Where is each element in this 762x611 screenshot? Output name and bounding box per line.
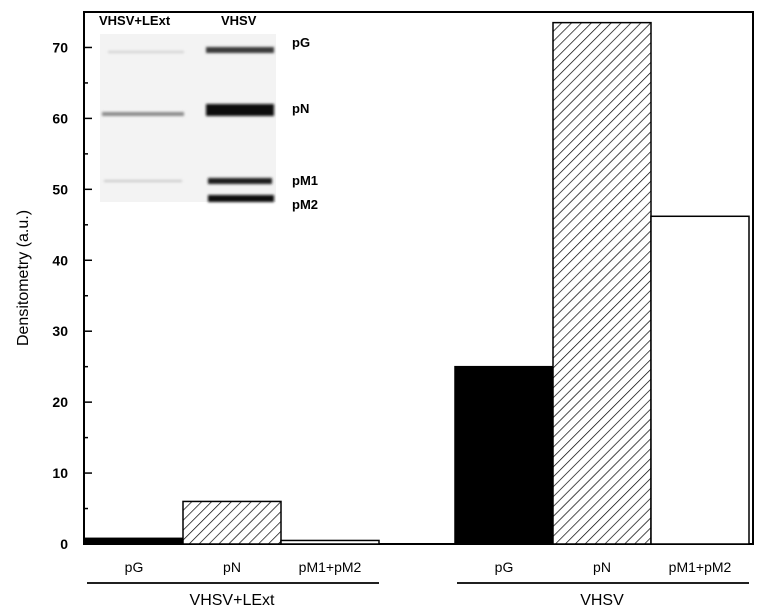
group-labels: VHSV+LExt VHSV — [87, 583, 749, 609]
category-label: pG — [125, 559, 144, 575]
category-label: pG — [495, 559, 514, 575]
blot-lane-header: VHSV — [221, 13, 257, 28]
y-tick-label: 70 — [52, 39, 68, 55]
category-label: pN — [593, 559, 611, 575]
inset-blot: VHSV+LExt VHSV pG pN pM1 pM2 — [99, 13, 318, 212]
y-tick-label: 0 — [60, 536, 68, 552]
group-label: VHSV — [580, 592, 624, 609]
blot-band-label: pM2 — [292, 197, 318, 212]
category-label: pM1+pM2 — [299, 559, 362, 575]
y-axis-title: Densitometry (a.u.) — [15, 210, 32, 346]
y-tick-label: 10 — [52, 465, 68, 481]
category-label: pM1+pM2 — [669, 559, 732, 575]
bar-vhsvlext-pm1pm2 — [281, 540, 379, 544]
y-tick-label: 60 — [52, 110, 68, 126]
bar-vhsv-pm1pm2 — [651, 216, 749, 544]
bar-vhsvlext-pn — [183, 501, 281, 544]
y-axis-ticks: 0 10 20 30 40 50 60 70 — [52, 12, 92, 552]
bar-vhsvlext-pg — [85, 538, 183, 544]
blot-background — [100, 34, 276, 202]
y-tick-label: 30 — [52, 323, 68, 339]
y-tick-label: 20 — [52, 394, 68, 410]
blot-band-lane2-pM2 — [208, 195, 274, 202]
blot-band-label: pM1 — [292, 173, 318, 188]
bar-vhsv-pn — [553, 23, 651, 544]
blot-band-lane2-pG — [206, 47, 274, 53]
y-tick-label: 40 — [52, 252, 68, 268]
blot-band-lane1-pM1 — [104, 180, 182, 182]
blot-lane-header: VHSV+LExt — [99, 13, 171, 28]
category-labels: pG pN pM1+pM2 pG pN pM1+pM2 — [125, 559, 732, 575]
blot-band-lane2-pM1 — [208, 178, 272, 184]
group-label: VHSV+LExt — [190, 592, 275, 609]
blot-band-lane1-pG — [108, 51, 184, 53]
y-tick-label: 50 — [52, 181, 68, 197]
blot-band-lane1-pN — [102, 112, 184, 116]
category-label: pN — [223, 559, 241, 575]
bar-vhsv-pg — [455, 367, 553, 544]
blot-band-label: pN — [292, 101, 309, 116]
blot-band-label: pG — [292, 35, 310, 50]
blot-band-lane2-pN — [206, 104, 274, 116]
